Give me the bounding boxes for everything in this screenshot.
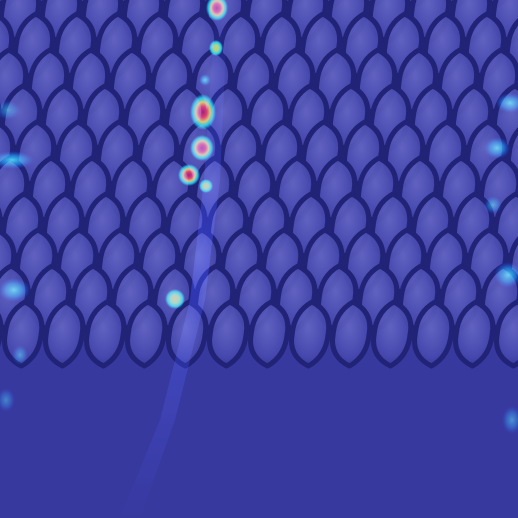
mesh-cell bbox=[207, 299, 250, 369]
heat-spot-hot bbox=[190, 135, 214, 161]
mesh-cell bbox=[43, 299, 86, 369]
heat-spot bbox=[209, 40, 223, 56]
heat-spot-hot bbox=[190, 94, 216, 130]
mesh-cell bbox=[330, 299, 373, 369]
heat-spot bbox=[484, 137, 510, 159]
heat-spot bbox=[494, 262, 518, 288]
heat-spot bbox=[0, 151, 34, 169]
heat-spot bbox=[165, 289, 185, 309]
heat-spot bbox=[0, 100, 20, 120]
heat-spot-hot bbox=[178, 164, 200, 186]
heat-spot bbox=[484, 196, 502, 214]
mesh-cell bbox=[412, 299, 455, 369]
heat-spot bbox=[12, 345, 28, 365]
mesh-cell bbox=[289, 299, 332, 369]
mesh-cell bbox=[494, 299, 518, 369]
mesh-cells bbox=[0, 0, 518, 369]
mesh-cell bbox=[248, 299, 291, 369]
heat-spot bbox=[496, 93, 518, 113]
mesh-cell bbox=[84, 299, 127, 369]
heat-spot bbox=[0, 278, 30, 302]
heat-spot bbox=[199, 179, 213, 193]
heat-spot-hot bbox=[206, 0, 228, 21]
mesh-cell bbox=[125, 299, 168, 369]
mesh-cell bbox=[453, 299, 496, 369]
heat-spot bbox=[199, 74, 211, 86]
heat-spot bbox=[502, 406, 518, 434]
heat-spot bbox=[0, 388, 15, 412]
mesh-cell bbox=[0, 313, 4, 347]
mesh-cell bbox=[371, 299, 414, 369]
